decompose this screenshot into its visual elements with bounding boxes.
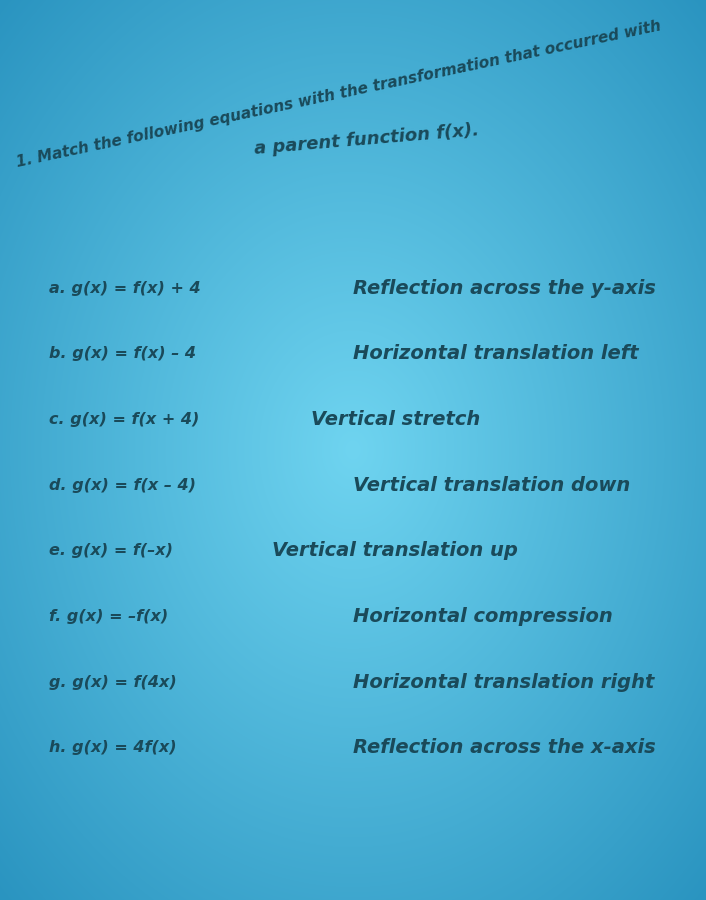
Text: Vertical translation up: Vertical translation up <box>273 541 518 561</box>
Text: d. g(x) = f(x – 4): d. g(x) = f(x – 4) <box>49 478 196 492</box>
Text: Horizontal translation left: Horizontal translation left <box>353 344 639 364</box>
Text: Reflection across the x-axis: Reflection across the x-axis <box>353 738 656 758</box>
Text: 1. Match the following equations with the transformation that occurred with: 1. Match the following equations with th… <box>15 19 663 170</box>
Text: Horizontal translation right: Horizontal translation right <box>353 672 654 692</box>
Text: Horizontal compression: Horizontal compression <box>353 607 613 626</box>
Text: f. g(x) = –f(x): f. g(x) = –f(x) <box>49 609 169 624</box>
Text: b. g(x) = f(x) – 4: b. g(x) = f(x) – 4 <box>49 346 196 361</box>
Text: g. g(x) = f(4x): g. g(x) = f(4x) <box>49 675 177 689</box>
Text: e. g(x) = f(–x): e. g(x) = f(–x) <box>49 544 174 558</box>
Text: Vertical translation down: Vertical translation down <box>353 475 630 495</box>
Text: Vertical stretch: Vertical stretch <box>311 410 480 429</box>
Text: h. g(x) = 4f(x): h. g(x) = 4f(x) <box>49 741 177 755</box>
Text: Reflection across the y-axis: Reflection across the y-axis <box>353 278 656 298</box>
Text: a. g(x) = f(x) + 4: a. g(x) = f(x) + 4 <box>49 281 201 295</box>
Text: c. g(x) = f(x + 4): c. g(x) = f(x + 4) <box>49 412 200 427</box>
Text: a parent function f(x).: a parent function f(x). <box>254 122 480 158</box>
